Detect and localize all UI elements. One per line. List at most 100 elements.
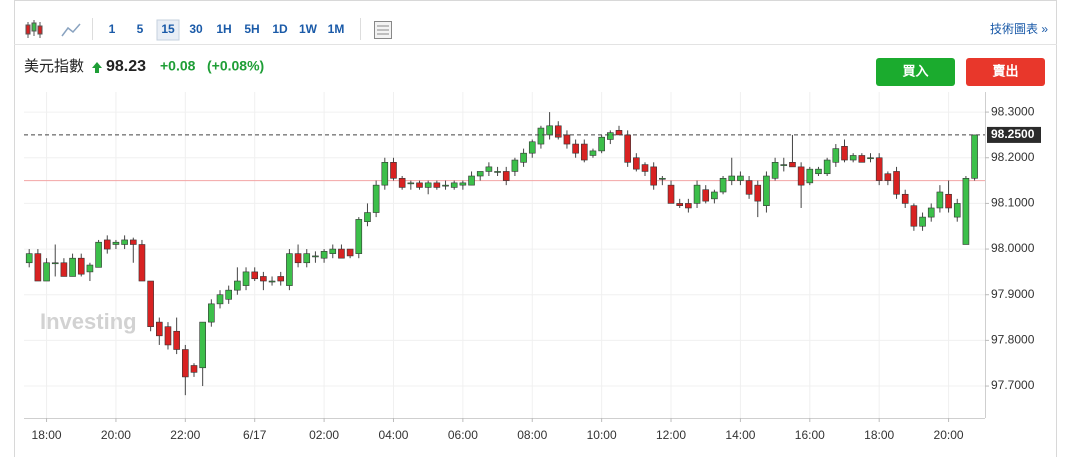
candle-body (103, 239, 111, 250)
current-price-label: 98.2500 (991, 127, 1035, 141)
candle-body (919, 216, 926, 227)
candle-body (901, 193, 909, 204)
candle-body (364, 212, 371, 222)
candle-body (528, 141, 536, 154)
candle-body (546, 125, 553, 136)
candle-body (763, 175, 770, 206)
x-tick-label: 20:00 (934, 428, 964, 442)
candle-body (841, 146, 848, 161)
sell-button[interactable] (966, 58, 1045, 86)
buy-button[interactable] (876, 58, 955, 86)
candle-body (268, 280, 276, 283)
x-tick-label: 14:00 (725, 428, 755, 442)
x-tick-label: 12:00 (656, 428, 686, 442)
candle-body (737, 175, 744, 181)
candle-body (312, 255, 319, 258)
candle-body (780, 164, 788, 166)
y-tick-label: 97.7000 (991, 378, 1035, 392)
technical-link[interactable]: 技術圖表 » (990, 22, 1048, 36)
candle-body (147, 280, 154, 327)
candle-body (849, 155, 857, 161)
candle-body (407, 182, 415, 185)
x-tick-label: 02:00 (309, 428, 339, 442)
candle-body (476, 171, 484, 177)
candle-body (789, 162, 796, 168)
candle-body (893, 171, 900, 195)
candle-body (69, 257, 76, 277)
interval-button[interactable]: 1H (216, 22, 231, 36)
x-tick-label: 10:00 (587, 428, 617, 442)
candle-body (77, 257, 85, 275)
candle-body (468, 175, 475, 186)
y-tick-label: 98.3000 (991, 104, 1035, 118)
change-pct: (+0.08%) (207, 58, 264, 74)
interval-button[interactable]: 5H (244, 22, 259, 36)
candle-body (676, 203, 684, 206)
interval-button[interactable]: 5 (137, 22, 144, 36)
candle-body (953, 203, 961, 218)
x-tick-label: 06:00 (448, 428, 478, 442)
candle-body (60, 262, 68, 277)
candle-body (693, 184, 701, 204)
x-tick-label: 18:00 (864, 428, 894, 442)
active-interval (156, 19, 180, 41)
candle-body (633, 157, 640, 170)
table-icon[interactable] (374, 21, 392, 39)
candle-body (329, 248, 337, 254)
candle-body (381, 162, 389, 186)
candle-body (390, 162, 397, 179)
change: +0.08 (160, 58, 196, 74)
candle-body (286, 253, 293, 286)
candle-body (346, 248, 354, 257)
candle-body (910, 205, 918, 227)
up-arrow (92, 62, 102, 73)
interval-button[interactable]: 1 (109, 22, 116, 36)
candle-body (338, 248, 345, 259)
candle-body (624, 134, 631, 163)
candle-body (875, 157, 883, 181)
interval-button[interactable]: 30 (189, 22, 203, 36)
interval-button[interactable]: 1M (328, 22, 345, 36)
candle-body (745, 180, 753, 195)
candle-body (459, 182, 467, 186)
candle-body (450, 182, 458, 188)
candle-body (320, 251, 328, 259)
y-tick-label: 98.2000 (991, 150, 1035, 164)
interval-button[interactable]: 1W (299, 22, 318, 36)
candle-body (607, 132, 614, 140)
candle-icon[interactable] (25, 20, 43, 38)
candle-body (797, 166, 805, 186)
candle-body (927, 207, 935, 218)
line-icon[interactable] (61, 23, 81, 37)
candle-body (771, 162, 779, 179)
candle-body (25, 253, 33, 264)
candle-body (242, 271, 250, 286)
current-price-tag (987, 126, 1041, 143)
candle-body (641, 164, 649, 172)
candle-body (494, 171, 501, 173)
candle-body (164, 326, 172, 346)
candle-body (815, 168, 822, 175)
candle-body (355, 219, 363, 254)
candle-body (832, 148, 840, 163)
x-tick-label: 16:00 (795, 428, 825, 442)
interval-button[interactable]: 15 (161, 22, 175, 36)
x-tick-label: 20:00 (101, 428, 131, 442)
candle-body (598, 136, 605, 152)
candle-body (945, 193, 952, 209)
interval-button[interactable]: 1D (272, 22, 288, 36)
candle-body (962, 177, 970, 245)
sell-label[interactable]: 賣出 (992, 63, 1018, 78)
candle-body (711, 191, 718, 200)
candle-body (650, 166, 657, 186)
candle-body (589, 150, 597, 156)
candle-body (416, 182, 423, 188)
candle-body (129, 239, 137, 245)
candle-body (277, 276, 285, 282)
candle-body (884, 173, 892, 181)
candle-body (190, 365, 198, 373)
candle-body (858, 155, 866, 163)
candle-body (260, 276, 267, 282)
buy-label[interactable]: 買入 (902, 63, 928, 78)
